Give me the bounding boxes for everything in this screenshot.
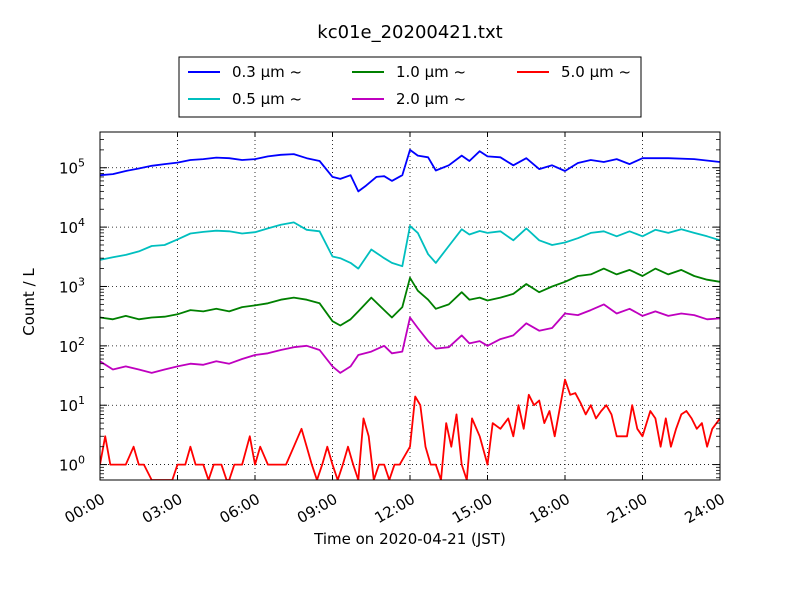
x-tick-label: 09:00 xyxy=(294,490,340,527)
series-group xyxy=(100,148,720,480)
y-tick-label: 101 xyxy=(59,394,85,415)
y-tick-label: 100 xyxy=(59,454,85,475)
legend-label-4: 2.0 μm ~ xyxy=(396,90,466,108)
x-tick-label: 03:00 xyxy=(139,490,185,527)
legend-label-3: 1.0 μm ~ xyxy=(396,63,466,81)
legend-label-5: 5.0 μm ~ xyxy=(561,63,631,81)
y-tick-label: 105 xyxy=(59,157,85,178)
x-tick-label: 18:00 xyxy=(527,490,573,527)
series-line-4 xyxy=(100,303,720,374)
series-line-2 xyxy=(100,221,720,270)
y-tick-label: 102 xyxy=(59,335,85,356)
x-tick-label: 21:00 xyxy=(604,490,650,527)
y-tick-label: 103 xyxy=(59,275,85,296)
x-tick-label: 24:00 xyxy=(682,490,728,527)
x-tick-label: 06:00 xyxy=(217,490,263,527)
legend-box xyxy=(178,56,642,118)
grid xyxy=(100,132,720,480)
legend-label-1: 0.3 μm ~ xyxy=(232,63,302,81)
x-tick-label: 00:00 xyxy=(62,490,108,527)
y-axis-label: Count / L xyxy=(20,268,38,336)
legend: 0.3 μm ~ 0.5 μm ~ 1.0 μm ~ 2.0 μm ~ 5.0 μm ~ xyxy=(178,56,642,118)
y-tick-exponent: 3 xyxy=(78,275,85,288)
x-tick-label: 12:00 xyxy=(372,490,418,527)
series-line-3 xyxy=(100,267,720,327)
y-tick-exponent: 2 xyxy=(78,335,85,348)
legend-label-2: 0.5 μm ~ xyxy=(232,90,302,108)
chart-title: kc01e_20200421.txt xyxy=(317,22,502,43)
y-tick-exponent: 5 xyxy=(78,157,85,170)
series-line-5 xyxy=(100,378,720,480)
x-tick-label: 15:00 xyxy=(449,490,495,527)
y-tick-exponent: 4 xyxy=(78,216,85,229)
y-tick-exponent: 0 xyxy=(78,454,85,467)
series-line-1 xyxy=(100,148,720,193)
y-tick-exponent: 1 xyxy=(78,394,85,407)
y-tick-label: 104 xyxy=(59,216,85,237)
x-axis-label: Time on 2020-04-21 (JST) xyxy=(313,530,506,548)
